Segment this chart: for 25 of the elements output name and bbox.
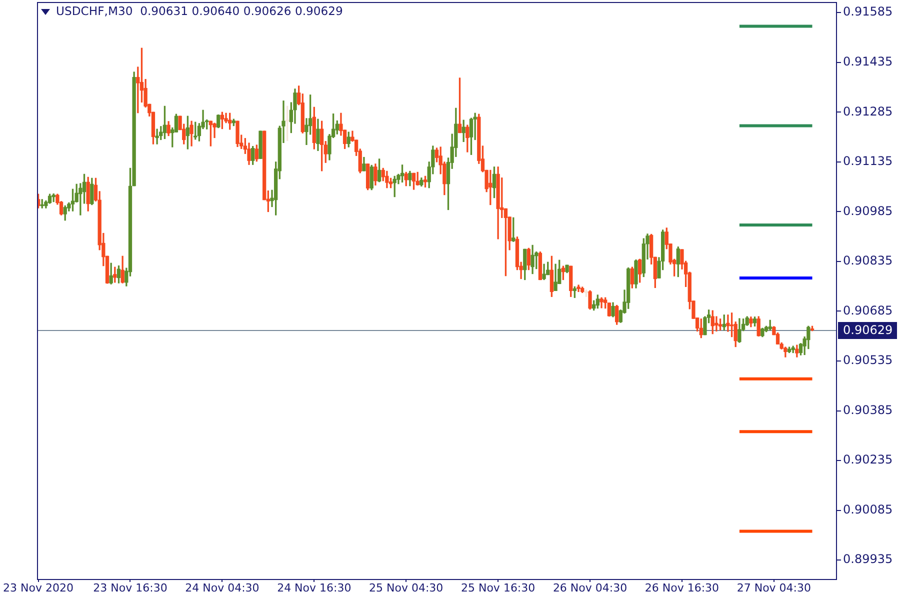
x-tick-label: 25 Nov 16:30 bbox=[460, 581, 536, 594]
y-tick-label: 0.90085 bbox=[843, 502, 893, 516]
x-tick-label: 24 Nov 04:30 bbox=[185, 581, 260, 594]
candlestick bbox=[714, 316, 718, 332]
x-tick-label: 23 Nov 2020 bbox=[3, 581, 74, 594]
y-tick-label: 0.91585 bbox=[843, 4, 893, 19]
x-tick-label: 26 Nov 16:30 bbox=[644, 581, 720, 594]
x-tick-label: 26 Nov 04:30 bbox=[552, 581, 628, 594]
y-tick-label: 0.90985 bbox=[843, 204, 893, 218]
y-tick-label: 0.91285 bbox=[843, 104, 893, 118]
y-tick-label: 0.90535 bbox=[843, 353, 893, 368]
y-tick-label: 0.91135 bbox=[843, 154, 893, 168]
y-tick-label: 0.90235 bbox=[843, 452, 893, 467]
x-tick-label: 24 Nov 16:30 bbox=[277, 581, 352, 594]
y-tick-label: 0.91435 bbox=[843, 54, 893, 69]
y-tick-label: 0.90835 bbox=[843, 254, 893, 268]
x-tick-label: 27 Nov 04:30 bbox=[736, 581, 812, 594]
x-tick-label: 23 Nov 16:30 bbox=[93, 581, 168, 594]
y-tick-label: 0.90685 bbox=[843, 303, 893, 318]
chart-title: USDCHF,M30 0.90631 0.90640 0.90626 0.90629 bbox=[56, 4, 343, 18]
x-tick-label: 25 Nov 04:30 bbox=[369, 581, 444, 594]
y-tick-label: 0.89935 bbox=[843, 552, 893, 566]
y-tick-label: 0.90385 bbox=[843, 402, 893, 417]
candlestick bbox=[155, 128, 159, 144]
ref-line-label: 0.90629 bbox=[843, 322, 893, 337]
